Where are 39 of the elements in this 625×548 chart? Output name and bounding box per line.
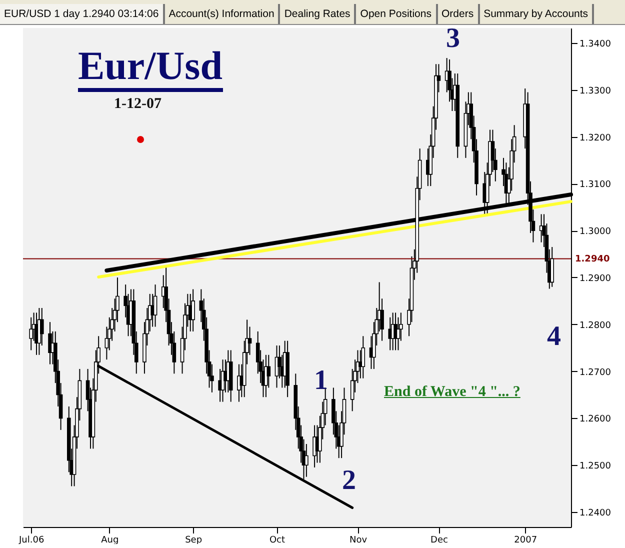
candlestick	[48, 322, 52, 365]
annotation: 4	[547, 321, 561, 352]
candlestick	[304, 443, 308, 478]
candlestick	[40, 307, 44, 346]
candlestick	[248, 326, 252, 356]
text: EUR/USD 1 day 1.2940 03:14:06	[0, 4, 165, 24]
y-tick-label: 1.3100	[580, 180, 612, 190]
text: Orders	[438, 4, 480, 24]
y-tick-label: 1.3300	[580, 86, 612, 96]
annotation: 2	[342, 465, 356, 496]
y-tick-label: 1.2600	[580, 414, 612, 425]
annotation: End of Wave "4 "... ?	[384, 384, 520, 401]
y-tick-label: 1.2500	[580, 462, 612, 472]
candlestick	[396, 316, 400, 351]
text: Dealing Rates	[280, 4, 356, 24]
text: Open Positions	[356, 4, 438, 24]
y-tick-label: 1.2800	[580, 320, 612, 331]
y-tick-label: 1.2400	[580, 508, 612, 518]
y-tick-label: 1.2700	[580, 368, 612, 378]
text: Account(s) Information	[164, 4, 280, 24]
x-tick-label: Jul.06	[18, 536, 44, 546]
y-tick-label: 1.2900	[580, 274, 612, 284]
y-tick-label: 1.3200	[580, 133, 612, 144]
x-tick-label: 2007	[514, 536, 538, 546]
x-tick-label: Sep	[185, 536, 202, 546]
ref-line-label: 1.2940	[575, 254, 610, 265]
candlestick	[361, 336, 366, 379]
x-tick-label: Aug	[101, 536, 119, 546]
text: 1-12-07	[114, 96, 162, 113]
x-tick-label: Dec	[430, 536, 448, 546]
x-tick-label: Oct	[269, 536, 286, 546]
y-tick-label: 1.3000	[580, 227, 612, 238]
annotation: 1	[314, 365, 328, 396]
candlestick	[191, 288, 195, 332]
text: Summary by Accounts	[480, 4, 594, 24]
chart-title: Eur/Usd	[78, 43, 222, 92]
annotation: 3	[446, 23, 460, 54]
y-tick-label: 1.3400	[580, 40, 612, 50]
x-tick-label: Nov	[349, 536, 368, 546]
